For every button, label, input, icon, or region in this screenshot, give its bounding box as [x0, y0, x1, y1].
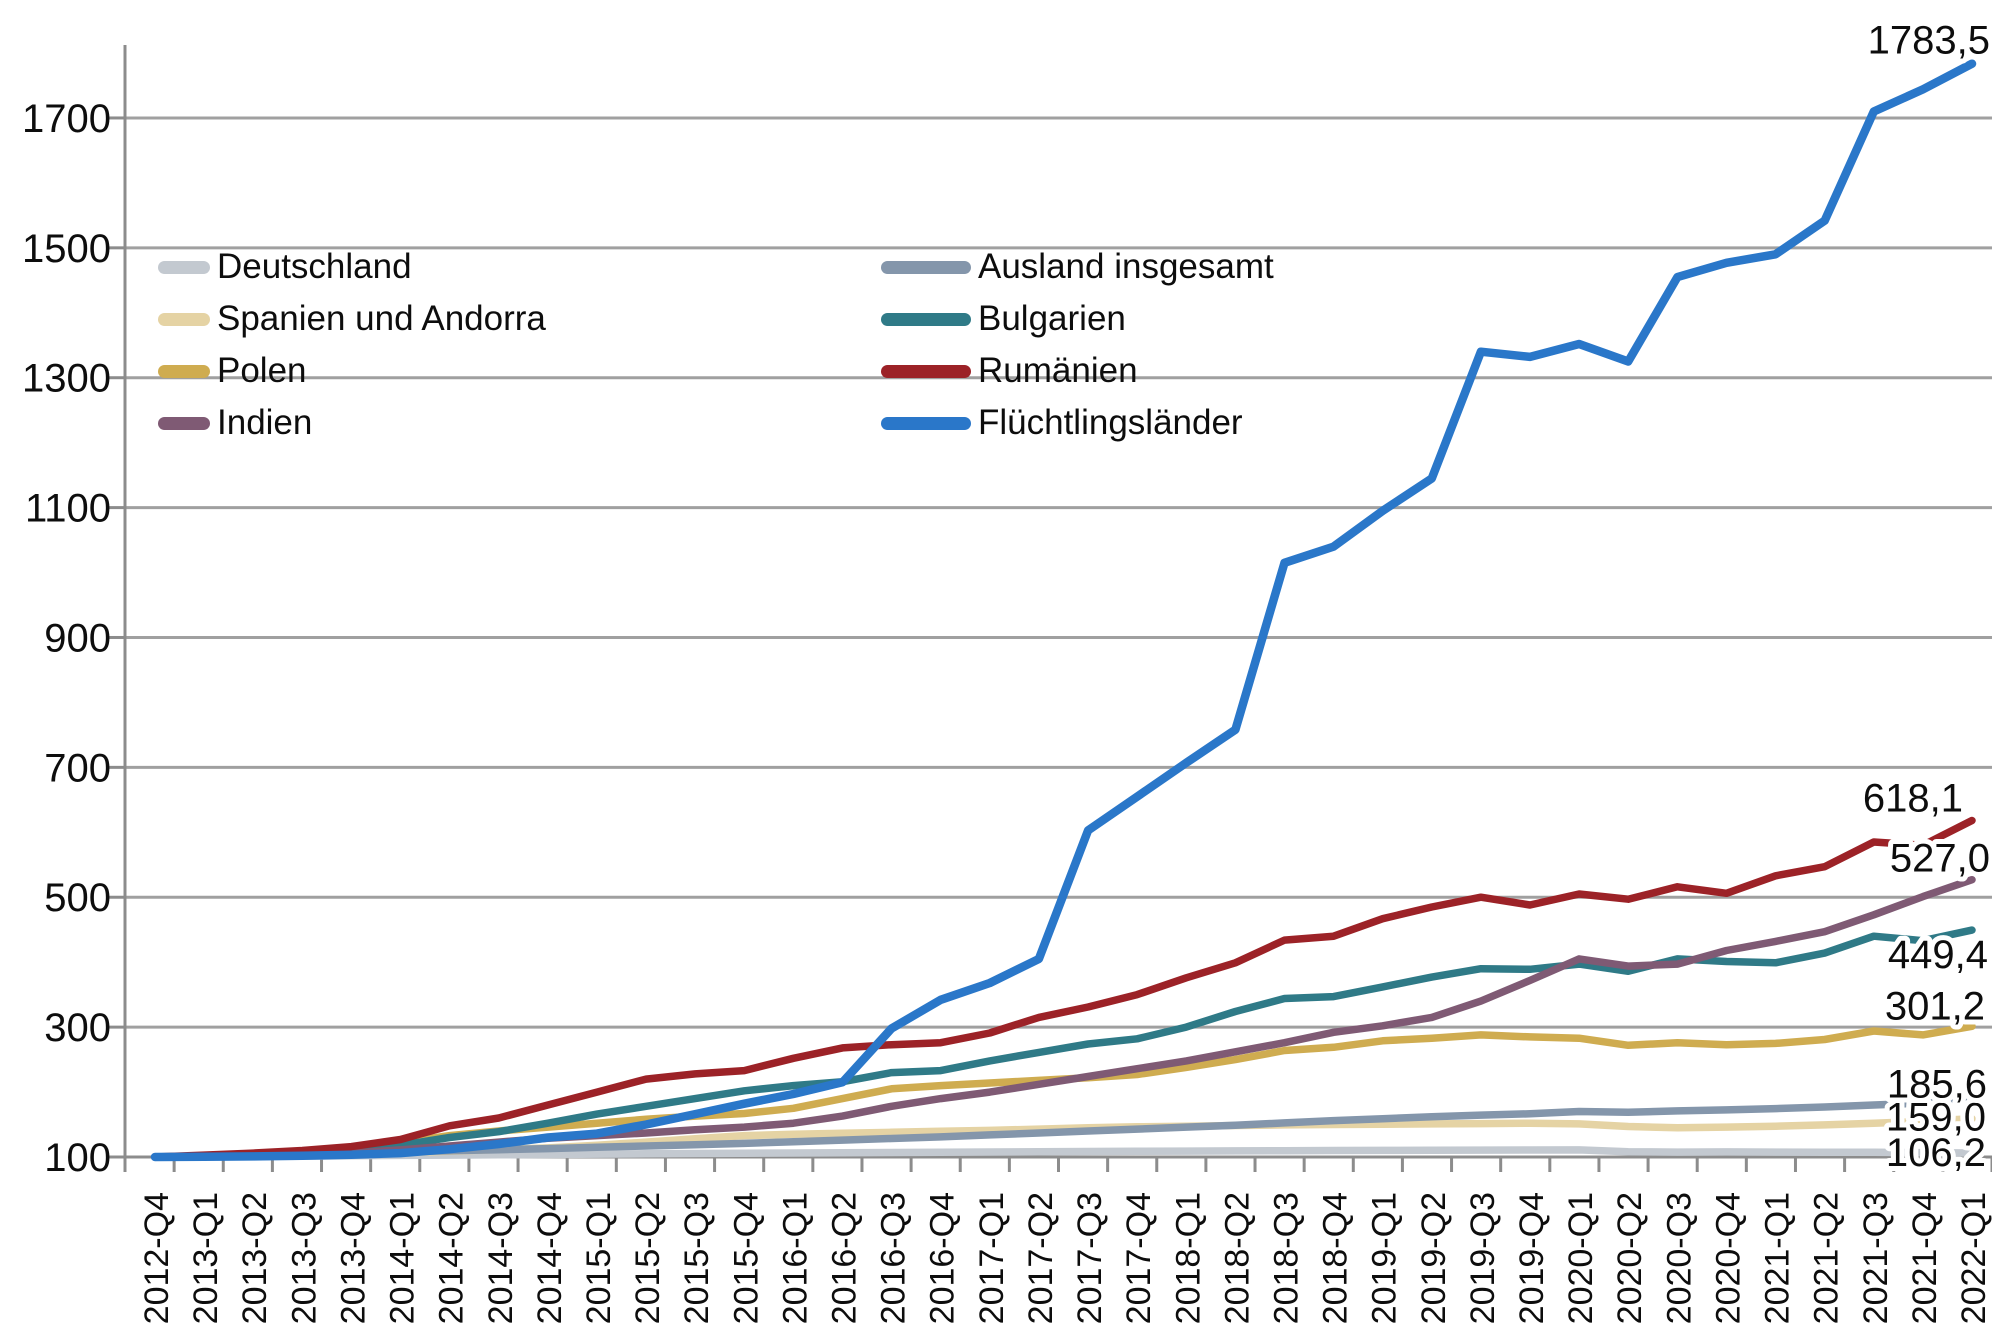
svg-text:2015-Q3: 2015-Q3 — [678, 1192, 716, 1324]
svg-text:2014-Q3: 2014-Q3 — [482, 1192, 520, 1324]
x-tick-label: 2019-Q2 — [1415, 1192, 1453, 1324]
x-tick-label: 2020-Q3 — [1660, 1192, 1698, 1324]
svg-text:2022-Q1: 2022-Q1 — [1955, 1192, 1992, 1324]
series-line-deutschland — [151, 1146, 1976, 1161]
end-value-label-fluechtlingslaender: 1783,5 — [1868, 19, 1990, 63]
x-tick-label: 2018-Q3 — [1267, 1192, 1305, 1324]
svg-text:2021-Q2: 2021-Q2 — [1808, 1192, 1846, 1324]
x-tick-label: 2021-Q3 — [1857, 1192, 1895, 1324]
x-tick-label: 2022-Q1 — [1955, 1192, 1992, 1324]
x-tick-label: 2021-Q4 — [1906, 1192, 1944, 1324]
svg-text:2018-Q4: 2018-Q4 — [1317, 1192, 1355, 1324]
svg-text:2017-Q1: 2017-Q1 — [973, 1192, 1011, 1324]
x-tick-label: 2015-Q2 — [629, 1192, 667, 1324]
x-tick-label: 2018-Q2 — [1218, 1192, 1256, 1324]
svg-text:2013-Q3: 2013-Q3 — [285, 1192, 323, 1324]
x-tick-label: 2018-Q1 — [1169, 1192, 1207, 1324]
svg-text:2013-Q2: 2013-Q2 — [236, 1192, 274, 1324]
svg-text:2021-Q3: 2021-Q3 — [1857, 1192, 1895, 1324]
end-value-label-rumaenien: 618,1 — [1863, 777, 1963, 821]
end-value-label-spanien-und-andorra: 159,0 — [1886, 1096, 1986, 1140]
x-tick-label: 2013-Q1 — [187, 1192, 225, 1324]
svg-text:2014-Q4: 2014-Q4 — [531, 1192, 569, 1324]
x-tick-label: 2014-Q4 — [531, 1192, 569, 1324]
svg-text:2020-Q3: 2020-Q3 — [1660, 1192, 1698, 1324]
svg-text:2016-Q3: 2016-Q3 — [875, 1192, 913, 1324]
end-value-label-bulgarien: 449,4 — [1888, 933, 1988, 977]
svg-text:2019-Q1: 2019-Q1 — [1366, 1192, 1404, 1324]
x-tick-label: 2013-Q3 — [285, 1192, 323, 1324]
x-tick-label: 2014-Q2 — [433, 1192, 471, 1324]
svg-text:2015-Q1: 2015-Q1 — [580, 1192, 618, 1324]
svg-text:2020-Q4: 2020-Q4 — [1709, 1192, 1747, 1324]
x-tick-label: 2015-Q1 — [580, 1192, 618, 1324]
svg-text:2012-Q4: 2012-Q4 — [138, 1192, 176, 1324]
svg-text:2018-Q3: 2018-Q3 — [1267, 1192, 1305, 1324]
svg-text:2013-Q1: 2013-Q1 — [187, 1192, 225, 1324]
svg-text:2016-Q1: 2016-Q1 — [776, 1192, 814, 1324]
x-tick-label: 2019-Q3 — [1464, 1192, 1502, 1324]
svg-text:2019-Q3: 2019-Q3 — [1464, 1192, 1502, 1324]
svg-text:2014-Q1: 2014-Q1 — [384, 1192, 422, 1324]
svg-text:2015-Q2: 2015-Q2 — [629, 1192, 667, 1324]
svg-text:2014-Q2: 2014-Q2 — [433, 1192, 471, 1324]
svg-text:2020-Q1: 2020-Q1 — [1562, 1192, 1600, 1324]
x-tick-label: 2015-Q3 — [678, 1192, 716, 1324]
x-tick-label: 2019-Q1 — [1366, 1192, 1404, 1324]
series-line-rumaenien — [151, 816, 1976, 1161]
x-tick-label: 2020-Q2 — [1611, 1192, 1649, 1324]
y-tick-label: 100 — [44, 1136, 111, 1180]
x-tick-label: 2013-Q4 — [334, 1192, 372, 1324]
end-value-label-polen: 301,2 — [1885, 984, 1985, 1028]
x-tick-label: 2016-Q1 — [776, 1192, 814, 1324]
y-tick-label: 300 — [44, 1006, 111, 1050]
series-line-fluechtlingslaender — [150, 59, 1977, 1162]
x-tick-label: 2021-Q2 — [1808, 1192, 1846, 1324]
svg-text:2017-Q4: 2017-Q4 — [1120, 1192, 1158, 1324]
svg-text:2016-Q2: 2016-Q2 — [826, 1192, 864, 1324]
x-tick-label: 2012-Q4 — [138, 1192, 176, 1324]
end-value-label-deutschland: 106,2 — [1886, 1131, 1986, 1175]
y-tick-label: 1700 — [22, 97, 111, 141]
svg-text:2016-Q4: 2016-Q4 — [924, 1192, 962, 1324]
x-tick-label: 2014-Q1 — [384, 1192, 422, 1324]
x-tick-label: 2018-Q4 — [1317, 1192, 1355, 1324]
x-tick-label: 2021-Q1 — [1759, 1192, 1797, 1324]
svg-text:2019-Q4: 2019-Q4 — [1513, 1192, 1551, 1324]
x-tick-label: 2016-Q2 — [826, 1192, 864, 1324]
y-tick-label: 1100 — [25, 487, 111, 531]
x-tick-label: 2013-Q2 — [236, 1192, 274, 1324]
svg-text:2021-Q4: 2021-Q4 — [1906, 1192, 1944, 1324]
x-tick-label: 2016-Q3 — [875, 1192, 913, 1324]
x-tick-label: 2020-Q4 — [1709, 1192, 1747, 1324]
svg-text:2020-Q2: 2020-Q2 — [1611, 1192, 1649, 1324]
x-tick-label: 2014-Q3 — [482, 1192, 520, 1324]
x-tick-label: 2017-Q1 — [973, 1192, 1011, 1324]
x-tick-label: 2020-Q1 — [1562, 1192, 1600, 1324]
series-line-indien — [151, 875, 1976, 1161]
y-tick-label: 500 — [44, 876, 111, 920]
svg-text:2019-Q2: 2019-Q2 — [1415, 1192, 1453, 1324]
svg-text:2018-Q1: 2018-Q1 — [1169, 1192, 1207, 1324]
x-tick-label: 2016-Q4 — [924, 1192, 962, 1324]
svg-text:2017-Q3: 2017-Q3 — [1071, 1192, 1109, 1324]
end-value-label-indien: 527,0 — [1890, 837, 1990, 881]
svg-text:2015-Q4: 2015-Q4 — [727, 1192, 765, 1324]
svg-text:2013-Q4: 2013-Q4 — [334, 1192, 372, 1324]
end-value-label-ausland-insgesamt: 185,6 — [1887, 1062, 1987, 1106]
y-tick-label: 900 — [44, 616, 111, 660]
x-tick-label: 2017-Q3 — [1071, 1192, 1109, 1324]
x-tick-label: 2017-Q4 — [1120, 1192, 1158, 1324]
x-tick-label: 2017-Q2 — [1022, 1192, 1060, 1324]
y-tick-label: 700 — [44, 746, 111, 790]
x-tick-label: 2019-Q4 — [1513, 1192, 1551, 1324]
y-tick-label: 1300 — [22, 357, 111, 401]
svg-text:2021-Q1: 2021-Q1 — [1759, 1192, 1797, 1324]
x-tick-label: 2015-Q4 — [727, 1192, 765, 1324]
y-tick-label: 1500 — [22, 227, 111, 271]
svg-text:2017-Q2: 2017-Q2 — [1022, 1192, 1060, 1324]
svg-text:2018-Q2: 2018-Q2 — [1218, 1192, 1256, 1324]
